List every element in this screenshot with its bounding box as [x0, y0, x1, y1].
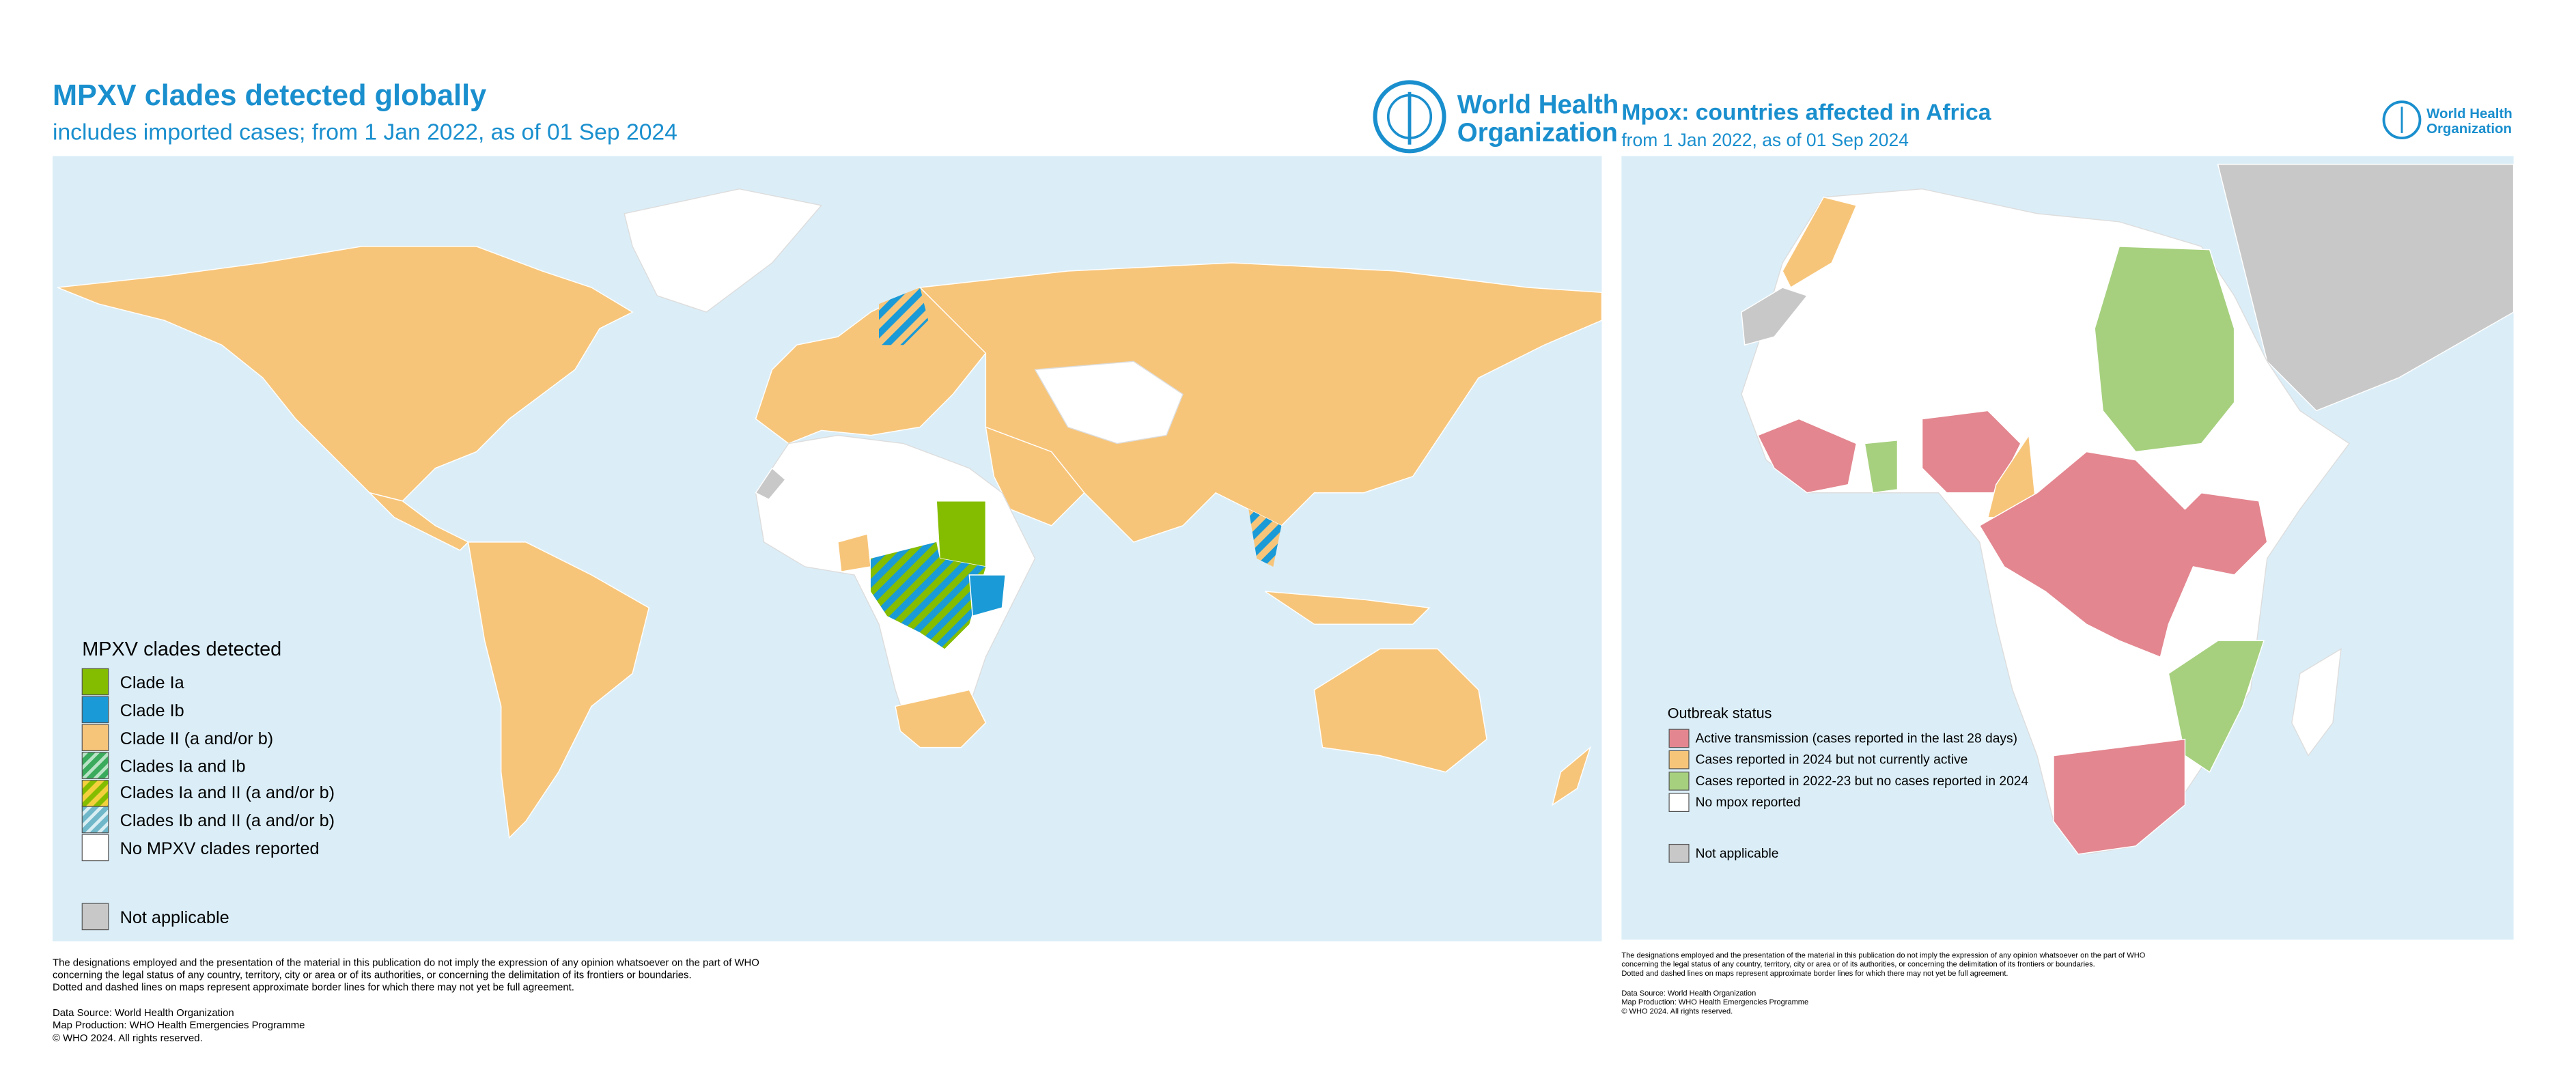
legend-swatch: [81, 752, 109, 779]
legend-swatch: [81, 696, 109, 724]
logo-emblem: [1373, 80, 1446, 154]
credit-line: Map Production: WHO Health Emergencies P…: [53, 1020, 305, 1031]
disclaimer-line: The designations employed and the presen…: [1621, 952, 2145, 960]
legend-label: Cases reported in 2024 but not currently…: [1696, 753, 1968, 767]
legend-label: Clade Ib: [120, 701, 184, 720]
disclaimer: The designations employed and the presen…: [1621, 952, 2145, 1016]
south-america: [467, 541, 650, 839]
subtitle: from 1 Jan 2022, as of 01 Sep 2024: [1621, 130, 1909, 150]
logo-text: World Health: [1457, 90, 1619, 119]
legend-label: Not applicable: [1696, 847, 1779, 861]
south-africa: [2053, 738, 2186, 855]
legend: MPXV clades detected Clade Ia Clade Ib C…: [81, 638, 335, 931]
legend-label: Clades Ia and II (a and/or b): [120, 783, 335, 802]
legend-label: Cases reported in 2022-23 but no cases r…: [1696, 774, 2029, 789]
credit-line: © WHO 2024. All rights reserved.: [1621, 1007, 1733, 1015]
legend-label: Clade Ia: [120, 673, 185, 692]
countries: [1741, 163, 2515, 855]
central-africa: [870, 541, 986, 649]
legend-swatch: [1668, 750, 1690, 770]
legend-swatch: [81, 834, 109, 862]
title: MPXV clades detected globally: [53, 79, 486, 112]
legend-swatch: [81, 668, 109, 696]
legend-label: Clades Ia and Ib: [120, 757, 246, 776]
new-zealand: [1552, 746, 1592, 806]
legend-swatch: [1668, 772, 1690, 791]
east-africa: [968, 574, 1007, 617]
legend-swatch: [81, 780, 109, 807]
credit-line: © WHO 2024. All rights reserved.: [53, 1033, 203, 1044]
southeast-asia: [1248, 509, 1282, 567]
sudan: [2094, 246, 2235, 453]
scandinavia: [879, 287, 929, 346]
central-asia: [1034, 361, 1184, 445]
legend-swatch: [81, 724, 109, 752]
legend-label: Active transmission (cases reported in t…: [1696, 731, 2017, 746]
ghana: [1864, 439, 1899, 494]
western-sahara: [1741, 287, 1808, 346]
legend-label: Clade II (a and/or b): [120, 729, 274, 748]
who-logo: World Health Organization: [1373, 80, 1619, 154]
legend-swatch: [1668, 729, 1690, 748]
disclaimer: The designations employed and the presen…: [53, 958, 759, 1045]
south-africa: [895, 689, 987, 748]
legend-swatch: [81, 903, 109, 931]
subtitle: includes imported cases; from 1 Jan 2022…: [53, 120, 677, 145]
middle-east: [985, 426, 1085, 526]
madagascar: [2291, 647, 2342, 757]
legend-label: Clades Ib and II (a and/or b): [120, 811, 335, 830]
disclaimer-line: The designations employed and the presen…: [53, 958, 759, 969]
central-africa: [1978, 451, 2268, 658]
western-sahara: [755, 467, 786, 501]
disclaimer-line: concerning the legal status of any count…: [53, 970, 692, 981]
logo-text: Organization: [2426, 121, 2512, 137]
disclaimer-line: concerning the legal status of any count…: [1621, 961, 2095, 969]
legend-label: Not applicable: [120, 908, 229, 927]
west-africa: [1757, 418, 1858, 494]
logo-text: World Health: [2426, 106, 2512, 122]
logo-text: Organization: [1457, 118, 1618, 147]
sudan: [936, 501, 987, 567]
central-america: [367, 492, 469, 551]
legend-label: No mpox reported: [1696, 795, 1801, 810]
legend-label: No MPXV clades reported: [120, 839, 320, 858]
logo-emblem: [2382, 100, 2422, 140]
legend-swatch: [81, 806, 109, 834]
north-america: [57, 246, 634, 502]
indonesia: [1264, 591, 1431, 625]
credit-line: Map Production: WHO Health Emergencies P…: [1621, 998, 1808, 1006]
who-logo: World Health Organization: [2382, 100, 2512, 140]
australia: [1313, 648, 1487, 773]
left-map: MPXV clades detected globally includes i…: [52, 79, 1619, 1045]
morocco: [1782, 196, 1858, 289]
title: Mpox: countries affected in Africa: [1621, 100, 1991, 126]
countries: [57, 188, 1603, 839]
legend-swatch: [1668, 793, 1690, 813]
disclaimer-line: Dotted and dashed lines on maps represen…: [53, 983, 574, 994]
legend-swatch: [1668, 843, 1690, 863]
legend: Outbreak status Active transmission (cas…: [1668, 704, 2029, 863]
legend-title: Outbreak status: [1668, 704, 1772, 721]
credit-line: Data Source: World Health Organization: [53, 1008, 234, 1019]
greenland: [624, 188, 823, 313]
legend-title: MPXV clades detected: [82, 638, 281, 660]
credit-line: Data Source: World Health Organization: [1621, 989, 1756, 998]
right-map: Mpox: countries affected in Africa from …: [1621, 100, 2515, 1016]
disclaimer-line: Dotted and dashed lines on maps represen…: [1621, 970, 2008, 978]
